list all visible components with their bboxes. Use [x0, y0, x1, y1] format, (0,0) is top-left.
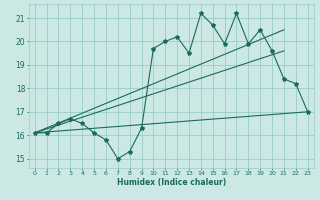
X-axis label: Humidex (Indice chaleur): Humidex (Indice chaleur)	[116, 178, 226, 187]
